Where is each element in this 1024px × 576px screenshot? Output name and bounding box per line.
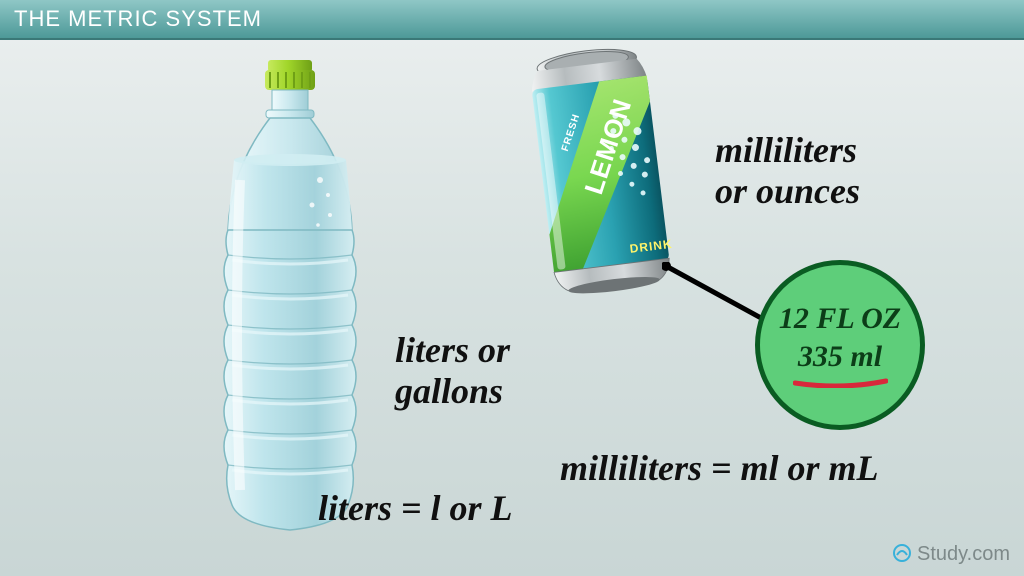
header-bar: THE METRIC SYSTEM (0, 0, 1024, 40)
bottle-abbrev-label: liters = l or L (318, 488, 513, 529)
callout-floz: 12 FL OZ (779, 302, 901, 336)
can-unit-label: milliliters or ounces (715, 130, 860, 213)
watermark-text: Study.com (917, 543, 1010, 565)
can-abbrev-label: milliliters = ml or mL (560, 448, 879, 489)
callout-ml: 335 ml (798, 340, 882, 374)
bottle-unit-label: liters or gallons (395, 330, 510, 413)
volume-callout: 12 FL OZ 335 ml (755, 260, 925, 430)
watermark-icon (893, 544, 911, 562)
callout-underline (793, 378, 888, 388)
can-unit-line2: or ounces (715, 171, 860, 211)
bottle-unit-line1: liters or (395, 330, 510, 370)
can-unit-line1: milliliters (715, 130, 857, 170)
watermark: Study.com (893, 543, 1010, 566)
bottle-unit-line2: gallons (395, 371, 503, 411)
soda-can-graphic: FRESH LEMON DRINK (530, 48, 670, 293)
header-title: THE METRIC SYSTEM (14, 6, 262, 32)
water-bottle-graphic (210, 60, 370, 540)
